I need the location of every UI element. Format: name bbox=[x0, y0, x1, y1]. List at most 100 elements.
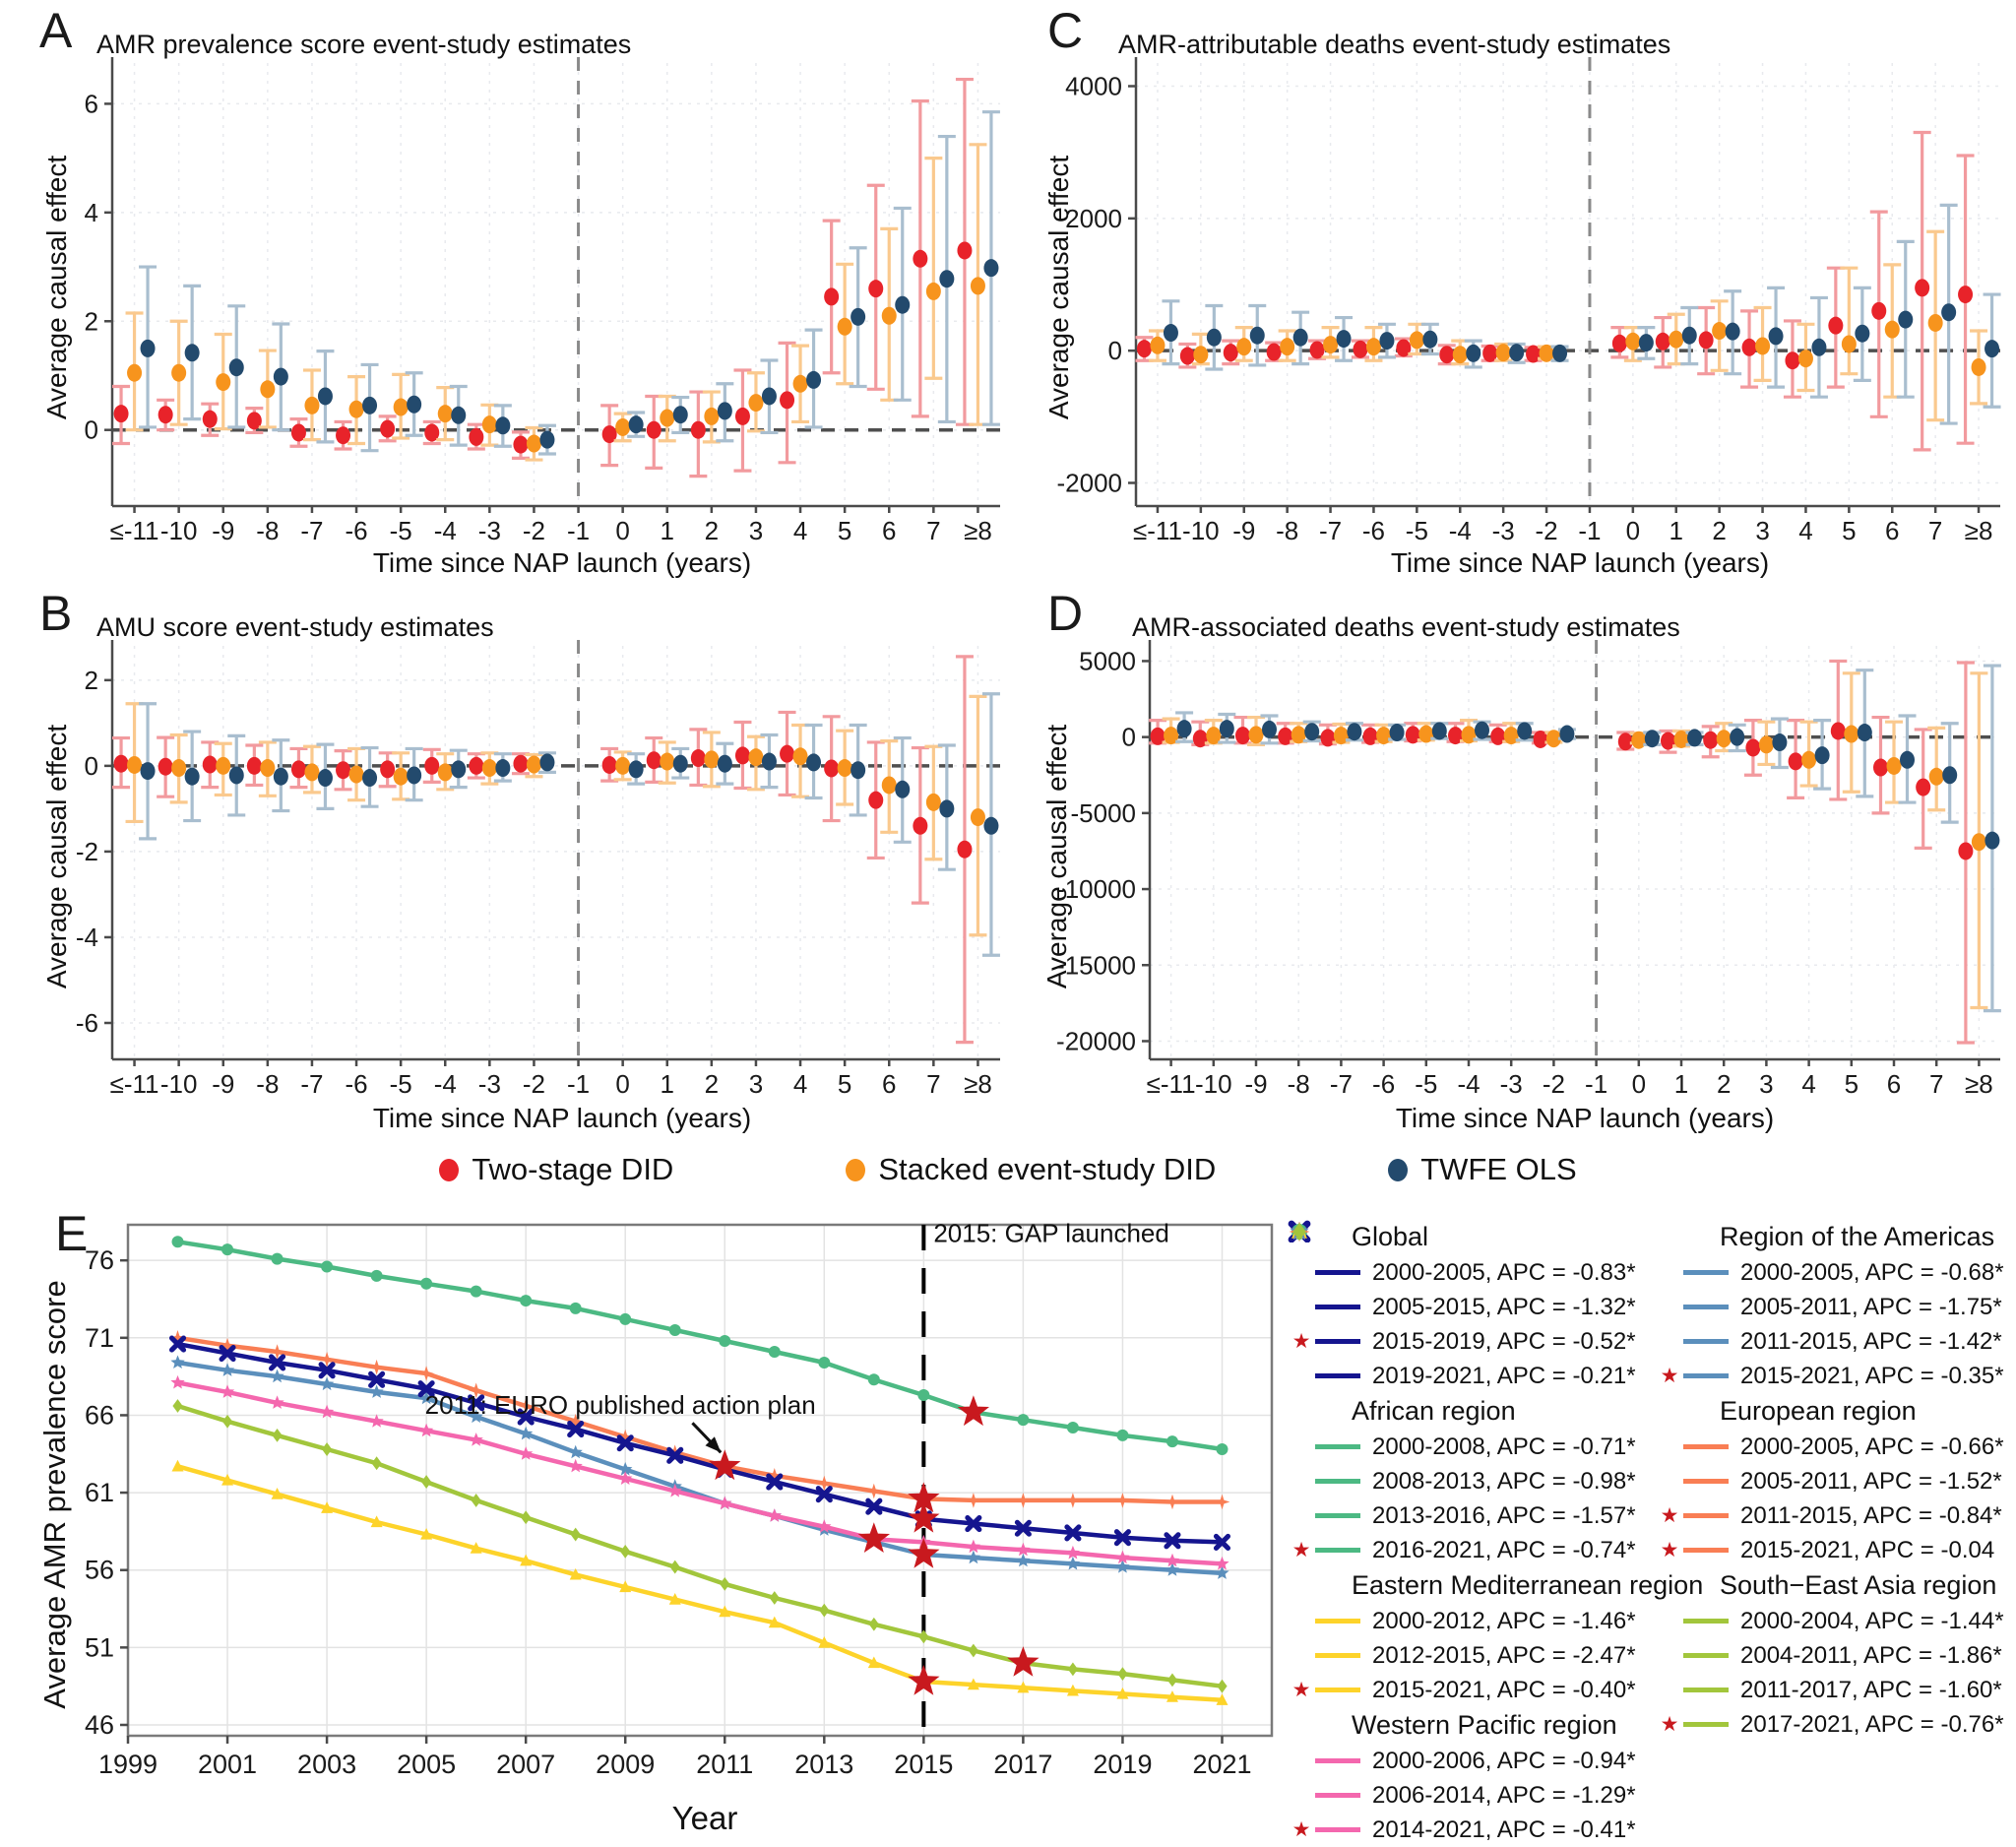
svg-text:-1: -1 bbox=[567, 1069, 590, 1099]
svg-text:76: 76 bbox=[85, 1245, 114, 1275]
svg-text:2001: 2001 bbox=[198, 1750, 257, 1779]
svg-text:2007: 2007 bbox=[496, 1750, 555, 1779]
legend-entry: 2000-2005, APC = -0.68* bbox=[1656, 1255, 2016, 1290]
svg-text:-15000: -15000 bbox=[1056, 950, 1136, 980]
legend-line-swatch bbox=[1315, 1305, 1360, 1309]
svg-text:≥8: ≥8 bbox=[1965, 1069, 1993, 1099]
svg-text:-6: -6 bbox=[345, 1069, 367, 1099]
svg-text:0: 0 bbox=[1108, 336, 1122, 365]
significance-star-icon: ★ bbox=[1660, 1539, 1679, 1561]
svg-text:4: 4 bbox=[85, 198, 98, 227]
panel-d-ylabel: Average causal effect bbox=[1041, 724, 1072, 989]
panel-a: 0 2 4 6 ≤-11 -10 -9 -8 -7 -6 -5 -4 -3 -2 -1 0 1 2 3 4 5 6 7 ≥8 … bbox=[26, 6, 1014, 587]
svg-text:-7: -7 bbox=[300, 516, 323, 545]
legend-entry-label: 2000-2008, APC = -0.71* bbox=[1372, 1433, 1636, 1460]
legend-entry: ★ 2015-2021, APC = -0.40* bbox=[1288, 1673, 1648, 1707]
panel-a-title: AMR prevalence score event-study estimat… bbox=[96, 30, 632, 59]
legend-entry: ★ 2017-2021, APC = -0.76* bbox=[1656, 1707, 2016, 1742]
legend-line-swatch bbox=[1683, 1444, 1729, 1449]
svg-text:2003: 2003 bbox=[297, 1750, 356, 1779]
panel-d-xlabel: Time since NAP launch (years) bbox=[1395, 1103, 1775, 1133]
legend-dot-icon bbox=[1388, 1158, 1409, 1181]
svg-text:-8: -8 bbox=[1276, 516, 1298, 545]
svg-text:4: 4 bbox=[1801, 1069, 1815, 1099]
legend-line-swatch bbox=[1683, 1270, 1729, 1275]
svg-text:5: 5 bbox=[1845, 1069, 1858, 1099]
legend-entry: 2006-2014, APC = -1.29* bbox=[1288, 1778, 1648, 1813]
svg-text:-2: -2 bbox=[1535, 516, 1557, 545]
svg-text:-4: -4 bbox=[434, 516, 457, 545]
legend-line-swatch bbox=[1683, 1653, 1729, 1658]
svg-text:2: 2 bbox=[85, 306, 98, 336]
legend-entry-label: 2011-2015, APC = -1.42* bbox=[1740, 1327, 2002, 1355]
panel-e-chart: 46 51 56 61 66 71 76 1999 2001 2003 2005 2007 2009 20… bbox=[85, 1218, 1274, 1779]
legend-line-swatch bbox=[1683, 1339, 1729, 1344]
svg-text:1: 1 bbox=[1674, 1069, 1688, 1099]
svg-text:2009: 2009 bbox=[596, 1750, 655, 1779]
svg-text:2000: 2000 bbox=[1065, 204, 1122, 233]
svg-text:-6: -6 bbox=[1362, 516, 1385, 545]
svg-text:46: 46 bbox=[85, 1710, 114, 1740]
svg-text:5: 5 bbox=[838, 516, 851, 545]
legend-entry: 2005-2011, APC = -1.52* bbox=[1656, 1464, 2016, 1498]
legend-entry-label: 2017-2021, APC = -0.76* bbox=[1740, 1710, 2004, 1738]
svg-text:-5: -5 bbox=[1406, 516, 1428, 545]
legend-entry-label: 2015-2021, APC = -0.40* bbox=[1372, 1676, 1636, 1703]
legend-group-header: South−East Asia region bbox=[1292, 1222, 2016, 1604]
diamond4-marker-icon bbox=[1289, 1221, 1709, 1424]
svg-text:-1: -1 bbox=[1585, 1069, 1607, 1099]
svg-text:-8: -8 bbox=[256, 516, 279, 545]
panel-b-ylabel: Average causal effect bbox=[41, 724, 72, 989]
panel-b-chart: -6-4-202≤-11 -10 -9 -8 -7 -6 -5 -4 -3 -2 -1 0 1 2 3 4 5 6… bbox=[76, 640, 1000, 1099]
svg-text:1: 1 bbox=[661, 1069, 674, 1099]
svg-text:2015: GAP launched: 2015: GAP launched bbox=[933, 1218, 1168, 1247]
svg-text:-2: -2 bbox=[1543, 1069, 1565, 1099]
svg-text:-8: -8 bbox=[1288, 1069, 1310, 1099]
svg-text:6: 6 bbox=[882, 1069, 896, 1099]
legend-entry: ★ 2015-2019, APC = -0.52* bbox=[1288, 1324, 1648, 1359]
svg-text:0: 0 bbox=[1632, 1069, 1646, 1099]
legend-group-header: African region bbox=[1292, 1224, 1648, 1430]
legend-entry: 2008-2013, APC = -0.98* bbox=[1288, 1464, 1648, 1498]
panel-b: -6 -4 -2 0 2 ≤-11 -10 -9 -8 -7 -6 -5 -4 -3 -2 -1 0 1 2 3 4 5 6… bbox=[26, 589, 1014, 1140]
svg-text:7: 7 bbox=[1929, 1069, 1943, 1099]
svg-text:6: 6 bbox=[85, 89, 98, 118]
svg-text:-9: -9 bbox=[1244, 1069, 1267, 1099]
svg-text:-10000: -10000 bbox=[1056, 874, 1136, 904]
svg-text:4000: 4000 bbox=[1065, 72, 1122, 101]
panel-e: 46 51 56 61 66 71 76 1999 2001 2003 2005 2007 2009 20… bbox=[26, 1209, 1288, 1846]
legend-entry-label: 2000-2012, APC = -1.46* bbox=[1372, 1607, 1636, 1634]
svg-text:2: 2 bbox=[705, 1069, 719, 1099]
x-marker-icon bbox=[1288, 1220, 1341, 1249]
svg-text:66: 66 bbox=[85, 1400, 114, 1430]
svg-text:2011: EURO published action pl: 2011: EURO published action plan bbox=[425, 1390, 816, 1420]
methods-legend-item: Two-stage DID bbox=[439, 1152, 673, 1187]
panel-c-letter: C bbox=[1047, 3, 1084, 58]
legend-line-swatch bbox=[1683, 1619, 1729, 1624]
legend-entry: 2012-2015, APC = -2.47* bbox=[1288, 1638, 1648, 1673]
panel-a-ylabel: Average causal effect bbox=[41, 155, 72, 420]
svg-text:-7: -7 bbox=[1330, 1069, 1353, 1099]
legend-entry: ★ 2015-2021, APC = -0.04 bbox=[1656, 1533, 2016, 1567]
legend-entry: ★ 2014-2021, APC = -0.41* bbox=[1288, 1813, 1648, 1847]
legend-entry-label: 2011-2015, APC = -0.84* bbox=[1740, 1501, 2002, 1529]
methods-legend-label: Stacked event-study DID bbox=[878, 1152, 1217, 1186]
svg-text:5000: 5000 bbox=[1079, 646, 1136, 675]
legend-line-swatch bbox=[1683, 1722, 1729, 1727]
legend-line-swatch bbox=[1315, 1339, 1360, 1344]
svg-text:-5: -5 bbox=[390, 1069, 412, 1099]
svg-text:7: 7 bbox=[926, 1069, 940, 1099]
svg-text:0: 0 bbox=[615, 516, 629, 545]
legend-entry: 2011-2015, APC = -1.42* bbox=[1656, 1324, 2016, 1359]
legend-entry: 2000-2004, APC = -1.44* bbox=[1656, 1604, 2016, 1638]
svg-text:-4: -4 bbox=[76, 923, 98, 952]
panel-d-title: AMR-associated deaths event-study estima… bbox=[1132, 612, 1680, 642]
legend-entry: 2000-2012, APC = -1.46* bbox=[1288, 1604, 1648, 1638]
svg-text:5: 5 bbox=[1842, 516, 1856, 545]
svg-text:1: 1 bbox=[1670, 516, 1683, 545]
svg-text:-10: -10 bbox=[160, 1069, 198, 1099]
legend-line-swatch bbox=[1315, 1270, 1360, 1275]
legend-entry: 2000-2006, APC = -0.94* bbox=[1288, 1744, 1648, 1778]
svg-text:-10: -10 bbox=[160, 516, 198, 545]
panel-c-xlabel: Time since NAP launch (years) bbox=[1390, 547, 1770, 578]
